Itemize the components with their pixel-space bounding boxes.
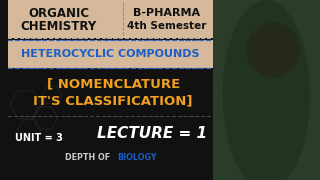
Text: IT'S CLASSIFICATION]: IT'S CLASSIFICATION]: [34, 94, 193, 107]
Text: ORGANIC: ORGANIC: [28, 6, 89, 19]
Text: [ NOMENCLATURE: [ NOMENCLATURE: [47, 78, 180, 91]
Text: B-PHARMA: B-PHARMA: [133, 8, 200, 18]
Text: BIOLOGY: BIOLOGY: [117, 154, 157, 163]
Text: UNIT = 3: UNIT = 3: [15, 133, 63, 143]
Text: HETEROCYCLIC COMPOUNDS: HETEROCYCLIC COMPOUNDS: [21, 49, 200, 59]
Ellipse shape: [246, 22, 300, 78]
Text: CHEMISTRY: CHEMISTRY: [20, 19, 97, 33]
Text: 4th Semester: 4th Semester: [127, 21, 206, 31]
Bar: [8, 40, 213, 68]
Ellipse shape: [222, 0, 310, 180]
Bar: [8, 0, 213, 38]
Text: DEPTH OF: DEPTH OF: [65, 154, 113, 163]
Bar: [213, 0, 320, 180]
Text: LECTURE = 1: LECTURE = 1: [97, 127, 207, 141]
